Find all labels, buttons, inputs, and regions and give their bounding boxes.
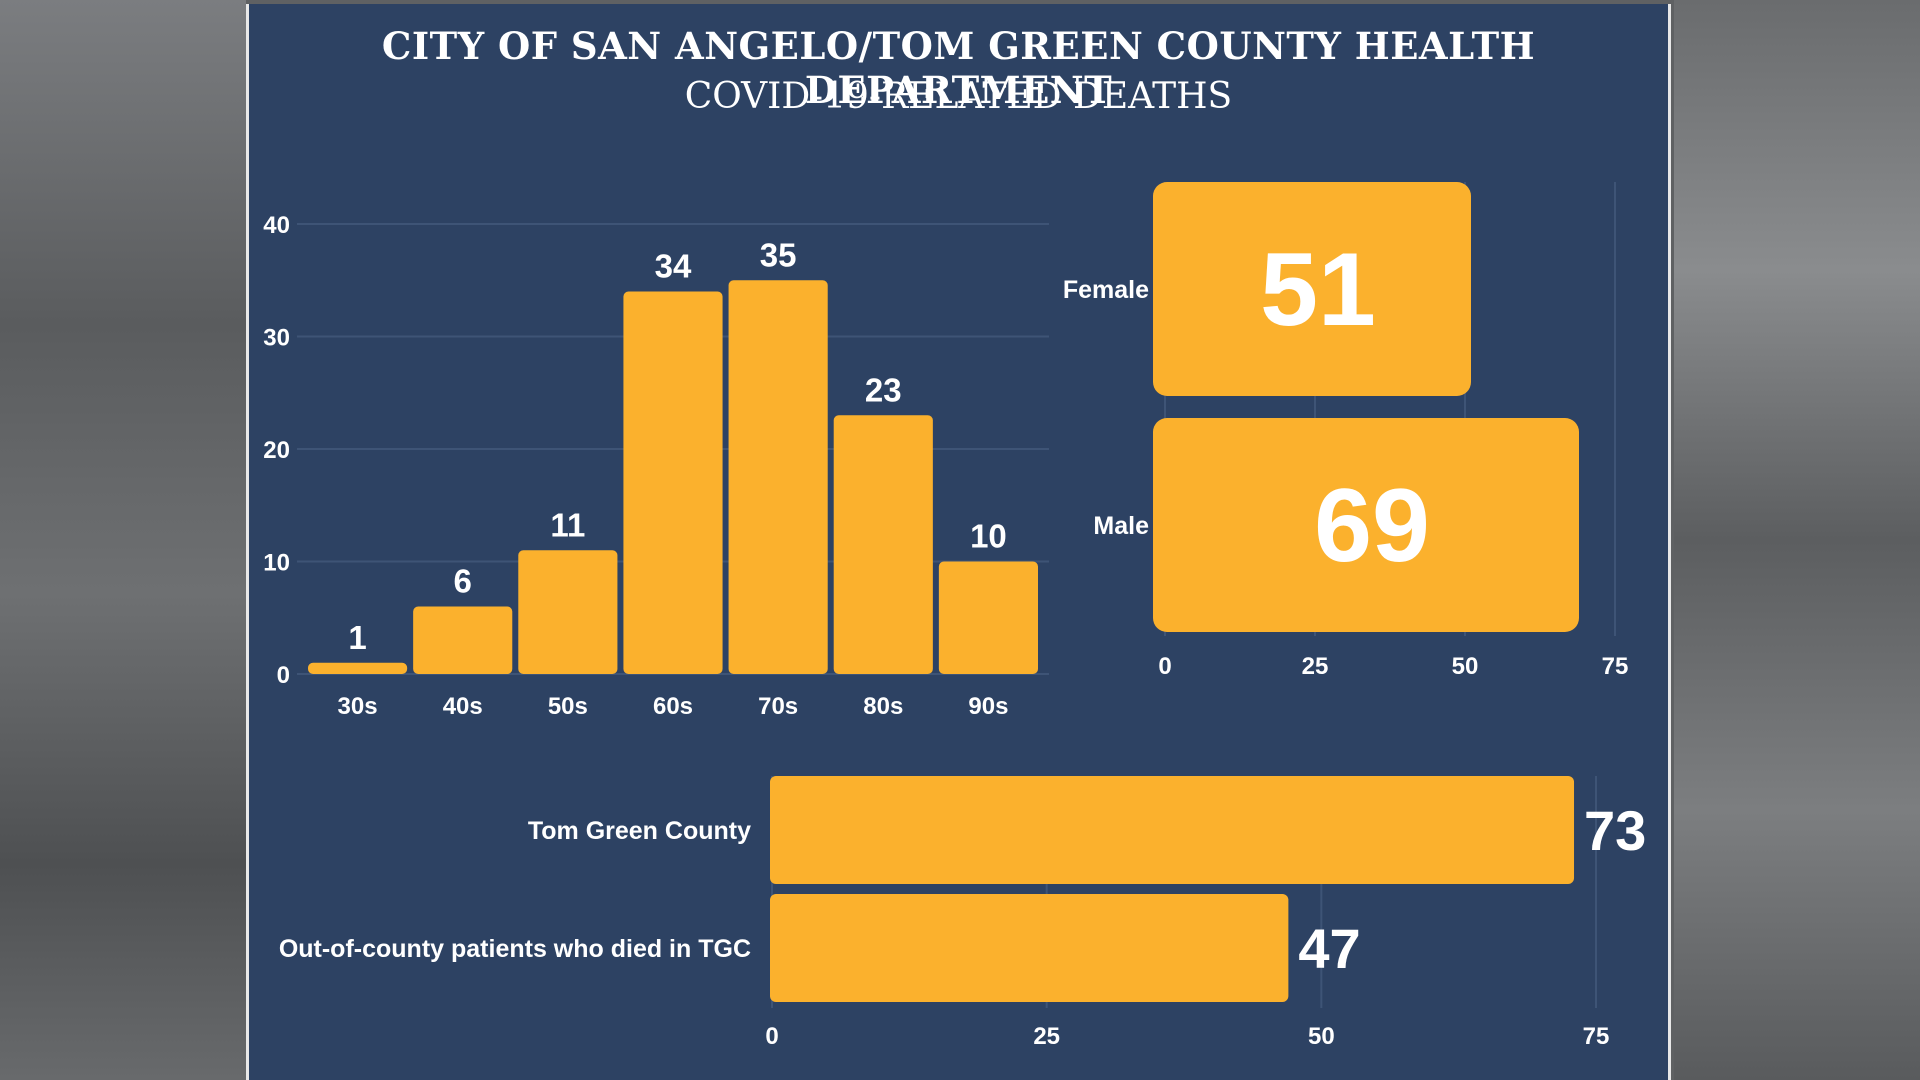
- age-value-label: 1: [348, 619, 366, 656]
- residence-category-label: Tom Green County: [528, 817, 751, 845]
- background-blur-left: [0, 0, 246, 1080]
- age-x-tick-label: 80s: [863, 693, 903, 720]
- residence-value-label: 47: [1298, 917, 1360, 980]
- residence-x-tick-label: 50: [1308, 1023, 1335, 1050]
- gender-bar-female: [1153, 182, 1471, 396]
- gender-value-label: 69: [1314, 468, 1430, 584]
- gender-bar-male: [1153, 418, 1579, 632]
- age-value-label: 10: [970, 518, 1007, 555]
- page-title: CITY OF SAN ANGELO/TOM GREEN COUNTY HEAL…: [381, 24, 1536, 112]
- age-x-tick-label: 50s: [548, 693, 588, 720]
- residence-value-label: 73: [1584, 799, 1646, 862]
- age-value-label: 11: [550, 506, 585, 543]
- residence-x-tick-label: 75: [1583, 1023, 1610, 1050]
- gender-x-tick-label: 25: [1302, 653, 1329, 680]
- age-bar-90s: [938, 561, 1038, 674]
- residence-x-tick-label: 0: [765, 1023, 778, 1050]
- age-x-tick-label: 40s: [443, 693, 483, 720]
- residence-bar-chart: 0 25 50 75 73 Tom Green County 47 Out-of-county…: [279, 776, 1646, 1050]
- gender-x-tick-label: 50: [1452, 653, 1479, 680]
- age-bar-60s: [623, 291, 723, 674]
- age-bar-chart: 0 10 20 30 40 1 30s 6 40s 11 50s 34 60s 35 70s 23 80s 10 9…: [263, 212, 1049, 720]
- age-y-tick-label: 10: [263, 550, 290, 577]
- age-bar-70s: [728, 280, 828, 674]
- age-value-label: 6: [454, 563, 472, 600]
- age-x-tick-label: 90s: [968, 693, 1008, 720]
- residence-bar-0: [770, 776, 1575, 884]
- age-y-tick-label: 40: [263, 212, 290, 239]
- page-subtitle: COVID-19-RELATED DEATHS: [684, 76, 1233, 117]
- residence-category-label: Out-of-county patients who died in TGC: [279, 935, 751, 963]
- age-bar-50s: [518, 550, 618, 674]
- gender-category-label: Female: [1063, 276, 1149, 304]
- age-bar-40s: [413, 606, 513, 674]
- residence-bar-1: [770, 894, 1289, 1002]
- age-value-label: 23: [865, 371, 902, 408]
- gender-bar-chart: 0 25 50 75 51 Female 69 Male: [1063, 182, 1629, 680]
- age-y-tick-label: 0: [277, 662, 290, 689]
- background-blur-right: [1674, 0, 1920, 1080]
- gender-category-label: Male: [1093, 512, 1149, 540]
- gender-x-tick-label: 0: [1158, 653, 1171, 680]
- age-x-tick-label: 30s: [338, 693, 378, 720]
- age-y-tick-label: 20: [263, 437, 290, 464]
- age-x-tick-label: 60s: [653, 693, 693, 720]
- age-y-tick-label: 30: [263, 325, 290, 352]
- age-bar-30s: [308, 662, 408, 674]
- gender-value-label: 51: [1260, 232, 1376, 348]
- age-value-label: 34: [655, 248, 692, 285]
- residence-x-tick-label: 25: [1033, 1023, 1060, 1050]
- gender-x-tick-label: 75: [1602, 653, 1629, 680]
- age-bar-80s: [833, 415, 933, 674]
- charts-canvas: 0 10 20 30 40 1 30s 6 40s 11 50s 34 60s 35 70s 23 80s 10 9…: [263, 182, 1646, 1050]
- age-value-label: 35: [760, 236, 797, 273]
- age-x-tick-label: 70s: [758, 693, 798, 720]
- infographic-panel: CITY OF SAN ANGELO/TOM GREEN COUNTY HEAL…: [246, 4, 1671, 1080]
